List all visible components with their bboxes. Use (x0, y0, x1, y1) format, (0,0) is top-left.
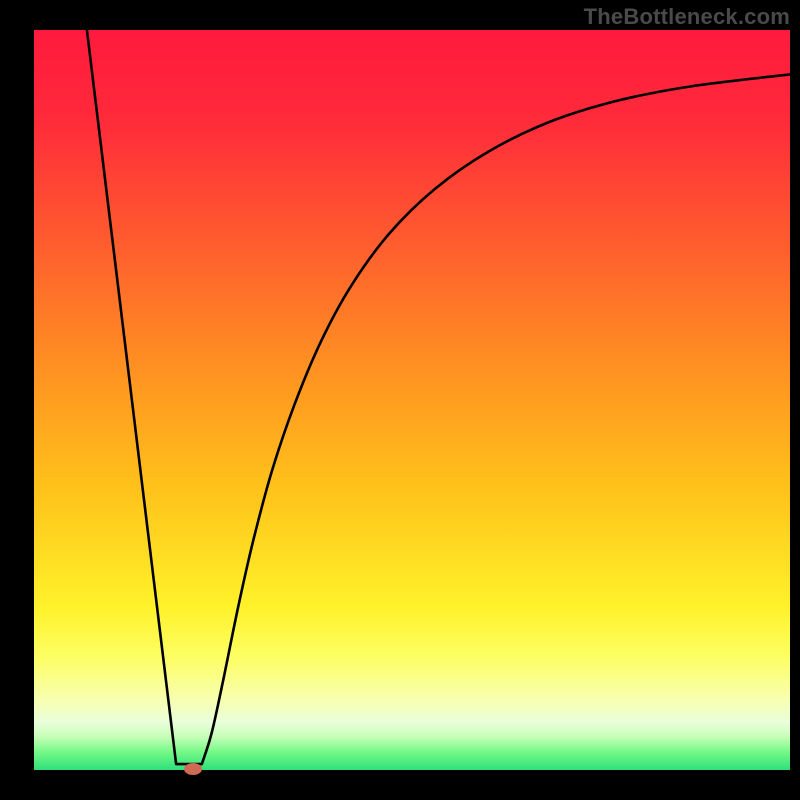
watermark-text: TheBottleneck.com (584, 4, 790, 30)
bottleneck-curve (34, 30, 790, 770)
chart-frame: TheBottleneck.com (0, 0, 800, 800)
plot-area (34, 30, 790, 770)
optimal-marker (184, 763, 202, 775)
